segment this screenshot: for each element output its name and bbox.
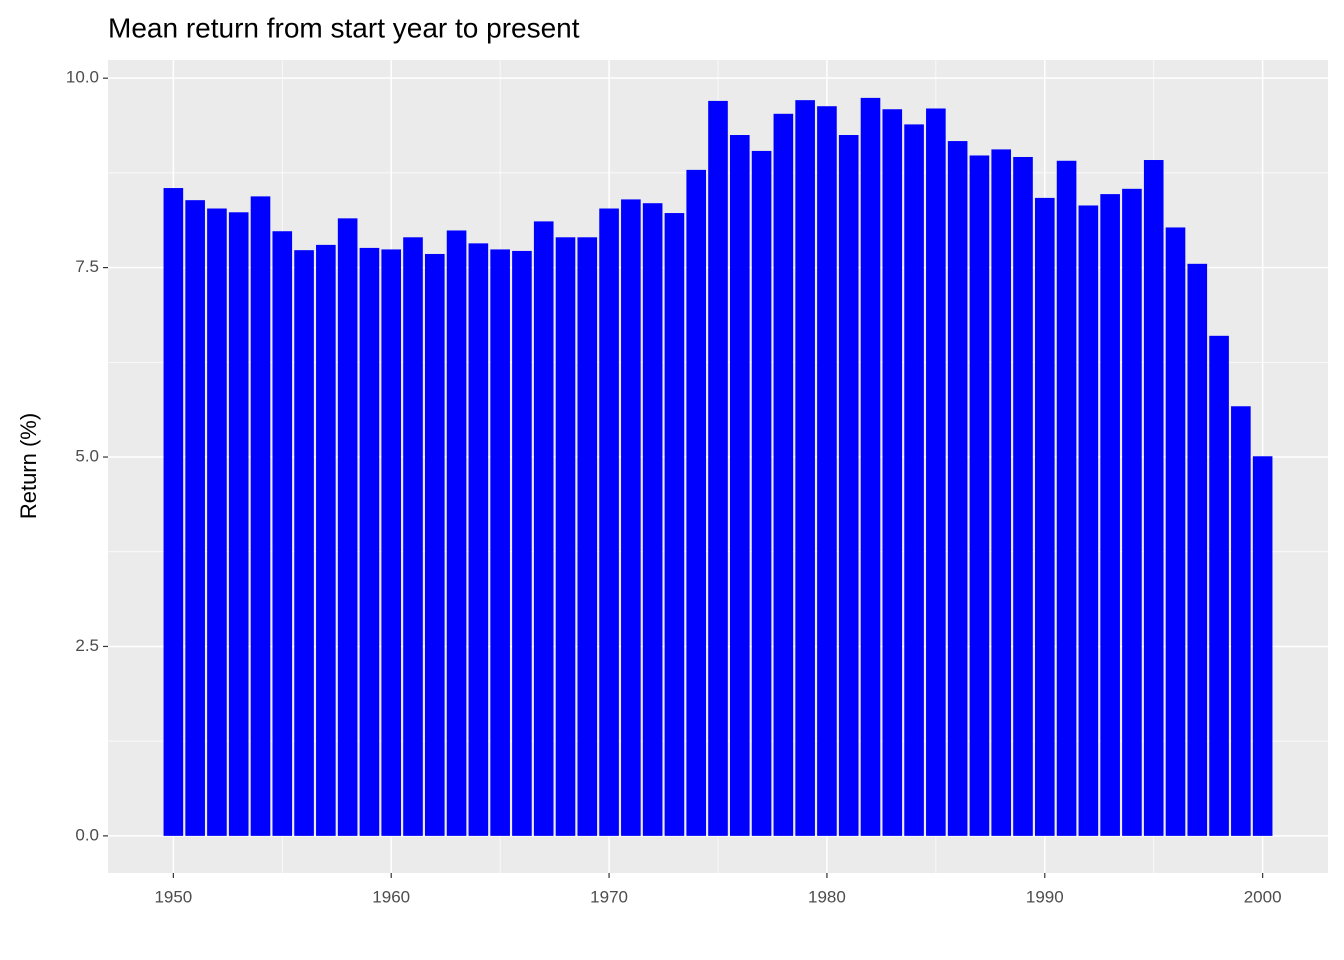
x-tick-label: 1950 — [154, 887, 192, 906]
bar — [947, 141, 968, 836]
bar — [337, 218, 358, 836]
bar — [490, 249, 510, 836]
bar — [1078, 205, 1099, 836]
bar — [795, 100, 815, 836]
bar — [817, 106, 837, 836]
bar — [207, 208, 227, 836]
bar — [969, 155, 990, 836]
x-tick-label: 1980 — [808, 887, 846, 906]
bar — [621, 199, 641, 836]
bar — [577, 237, 598, 836]
bar — [860, 97, 881, 836]
bar — [926, 108, 946, 836]
bar — [664, 213, 685, 836]
bar — [272, 231, 293, 836]
bar — [991, 149, 1012, 836]
bar — [1122, 188, 1142, 836]
y-tick-label: 2.5 — [75, 636, 99, 655]
chart-title: Mean return from start year to present — [108, 12, 580, 43]
bar — [838, 135, 859, 836]
bar — [1143, 160, 1164, 836]
bar — [228, 212, 249, 836]
bar — [1034, 197, 1055, 836]
bar — [359, 247, 380, 836]
bar — [185, 200, 205, 836]
bar — [729, 135, 750, 836]
bar — [904, 124, 924, 836]
bar — [533, 221, 554, 836]
bar — [381, 249, 402, 836]
y-tick-label: 5.0 — [75, 447, 99, 466]
bar — [1165, 227, 1186, 836]
bar — [686, 169, 707, 836]
y-tick-label: 0.0 — [75, 825, 99, 844]
bar — [1209, 335, 1229, 836]
x-tick-label: 1970 — [590, 887, 628, 906]
y-tick-label: 7.5 — [75, 257, 99, 276]
bar — [751, 150, 772, 836]
y-tick-label: 10.0 — [66, 68, 99, 87]
bar — [599, 208, 619, 836]
bar — [773, 113, 794, 836]
bar — [294, 250, 314, 836]
bar — [1231, 406, 1251, 836]
bar — [555, 237, 576, 836]
bar — [1252, 456, 1273, 836]
bar — [708, 100, 728, 836]
bar — [403, 237, 423, 836]
bar — [1013, 156, 1033, 836]
y-axis-title: Return (%) — [16, 413, 41, 519]
x-tick-label: 1990 — [1026, 887, 1064, 906]
x-tick-label: 1960 — [372, 887, 410, 906]
bar — [1187, 263, 1208, 836]
bar — [468, 243, 489, 836]
x-tick-label: 2000 — [1244, 887, 1282, 906]
bar — [163, 188, 184, 836]
bar — [642, 203, 663, 836]
bar — [882, 109, 903, 836]
bar — [1056, 160, 1077, 836]
bar — [250, 196, 271, 836]
bar — [512, 250, 532, 836]
bar — [316, 244, 336, 836]
bar — [1100, 194, 1120, 836]
bar — [446, 230, 467, 836]
bar — [424, 253, 445, 836]
